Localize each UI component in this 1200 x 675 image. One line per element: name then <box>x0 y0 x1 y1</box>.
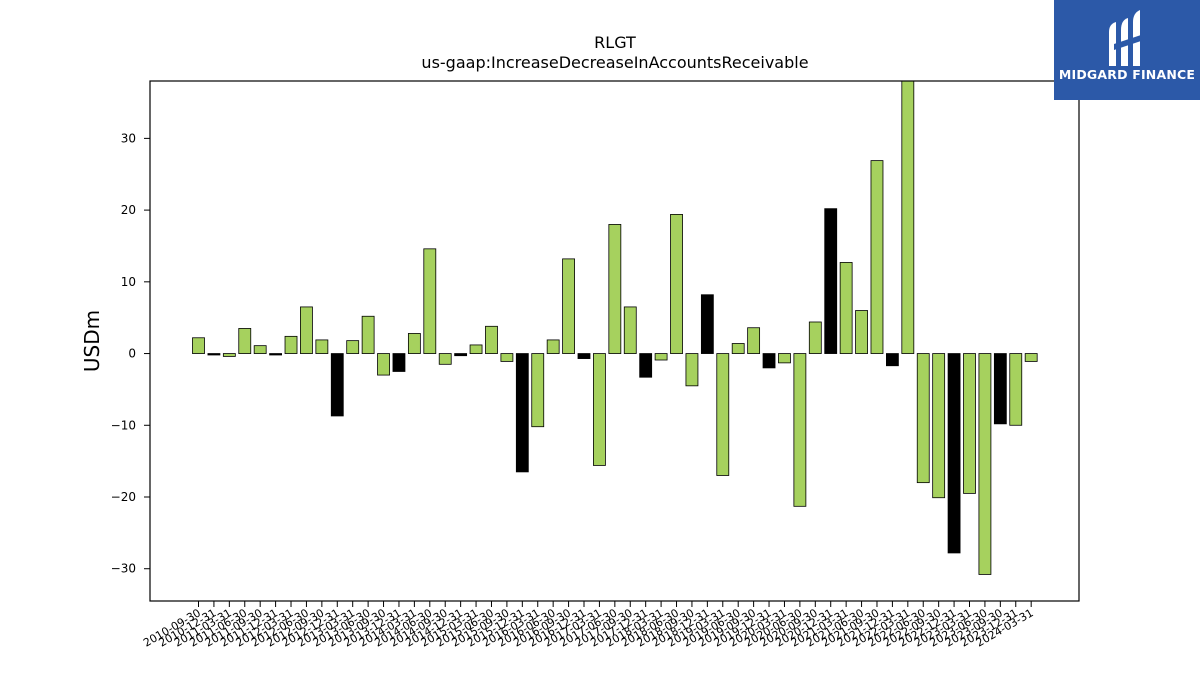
x-axis-ticks: 2010-09-302010-12-312011-03-312011-06-30… <box>141 601 1036 650</box>
bar-2017-06-30 <box>608 224 622 354</box>
bar-2022-12-31 <box>947 353 961 554</box>
midgard-finance-logo: MIDGARD FINANCE <box>1054 0 1200 100</box>
bar-2014-12-31 <box>454 353 468 357</box>
bar-2020-12-31 <box>824 208 838 354</box>
bar-2013-09-30 <box>377 353 390 376</box>
bar-2024-03-31 <box>1024 353 1038 362</box>
y-tick-label: −20 <box>111 490 136 504</box>
bar-2019-03-31 <box>716 353 730 476</box>
bar-2020-09-30 <box>808 321 822 354</box>
bar-2019-06-30 <box>731 343 745 354</box>
y-tick-label: 10 <box>121 275 136 289</box>
bar-2023-12-31 <box>1009 353 1023 426</box>
bar-2014-06-30 <box>423 248 437 354</box>
bar-2013-06-30 <box>361 315 375 354</box>
bar-2022-06-30 <box>916 353 930 484</box>
bar-2011-06-30 <box>238 328 252 354</box>
bar-2021-09-30 <box>870 160 884 354</box>
bar-2015-03-31 <box>469 344 483 354</box>
bar-2023-03-31 <box>963 353 976 494</box>
bar-2018-03-31 <box>654 353 668 361</box>
bar-2021-06-30 <box>855 310 868 354</box>
midgard-logo-icon <box>1109 10 1144 66</box>
y-tick-label: 20 <box>121 203 136 217</box>
bar-2023-06-30 <box>978 353 992 575</box>
y-axis-ticks: −30 −20 −10 0 10 20 30 <box>111 131 150 576</box>
bar-2014-03-31 <box>407 333 421 354</box>
y-tick-label: −10 <box>111 418 136 432</box>
bar-2012-09-30 <box>315 339 329 354</box>
bar-2015-12-31 <box>515 353 529 473</box>
bars-group <box>192 80 1038 575</box>
y-tick-label: 0 <box>128 347 136 361</box>
bar-2018-06-30 <box>670 214 683 354</box>
logo-text: MIDGARD FINANCE <box>1058 67 1196 82</box>
chart-title: RLGT <box>594 33 636 52</box>
bar-2022-03-31 <box>901 80 915 354</box>
bar-2016-06-30 <box>546 339 560 354</box>
bar-2022-09-30 <box>932 353 946 499</box>
bar-2016-12-31 <box>577 353 591 359</box>
bar-2015-09-30 <box>500 353 514 362</box>
bar-2017-09-30 <box>623 306 637 354</box>
bar-2020-03-31 <box>778 353 791 364</box>
bar-2013-03-31 <box>346 340 360 354</box>
bar-2013-12-31 <box>392 353 406 372</box>
bar-2021-12-31 <box>886 353 899 367</box>
bar-2023-09-30 <box>993 353 1007 425</box>
bar-2010-09-30 <box>192 337 205 354</box>
bar-2011-03-31 <box>222 353 236 357</box>
bar-2016-03-31 <box>531 353 545 428</box>
bar-2014-09-30 <box>438 353 452 365</box>
bar-2011-12-31 <box>269 353 283 356</box>
bar-2021-03-31 <box>839 262 853 354</box>
bar-2012-03-31 <box>284 335 298 354</box>
bar-2018-09-30 <box>685 353 699 387</box>
bar-2017-12-31 <box>639 353 653 378</box>
bar-2010-12-31 <box>207 353 221 356</box>
bar-2015-06-30 <box>485 325 498 354</box>
chart-subtitle: us-gaap:IncreaseDecreaseInAccountsReceiv… <box>421 53 808 72</box>
bar-2019-12-31 <box>762 353 776 369</box>
bar-2018-12-31 <box>700 294 714 354</box>
bar-2019-09-30 <box>747 327 761 354</box>
bar-2012-06-30 <box>300 306 313 354</box>
y-axis-label: USDm <box>80 310 104 372</box>
bar-2016-09-30 <box>562 258 575 354</box>
bar-2020-06-30 <box>793 353 807 507</box>
plot-frame <box>149 80 1080 602</box>
bar-2011-09-30 <box>253 345 267 354</box>
bar-2017-03-31 <box>593 353 606 466</box>
y-tick-label: 30 <box>121 131 136 145</box>
y-tick-label: −30 <box>111 562 136 576</box>
bar-2012-12-31 <box>330 353 344 417</box>
